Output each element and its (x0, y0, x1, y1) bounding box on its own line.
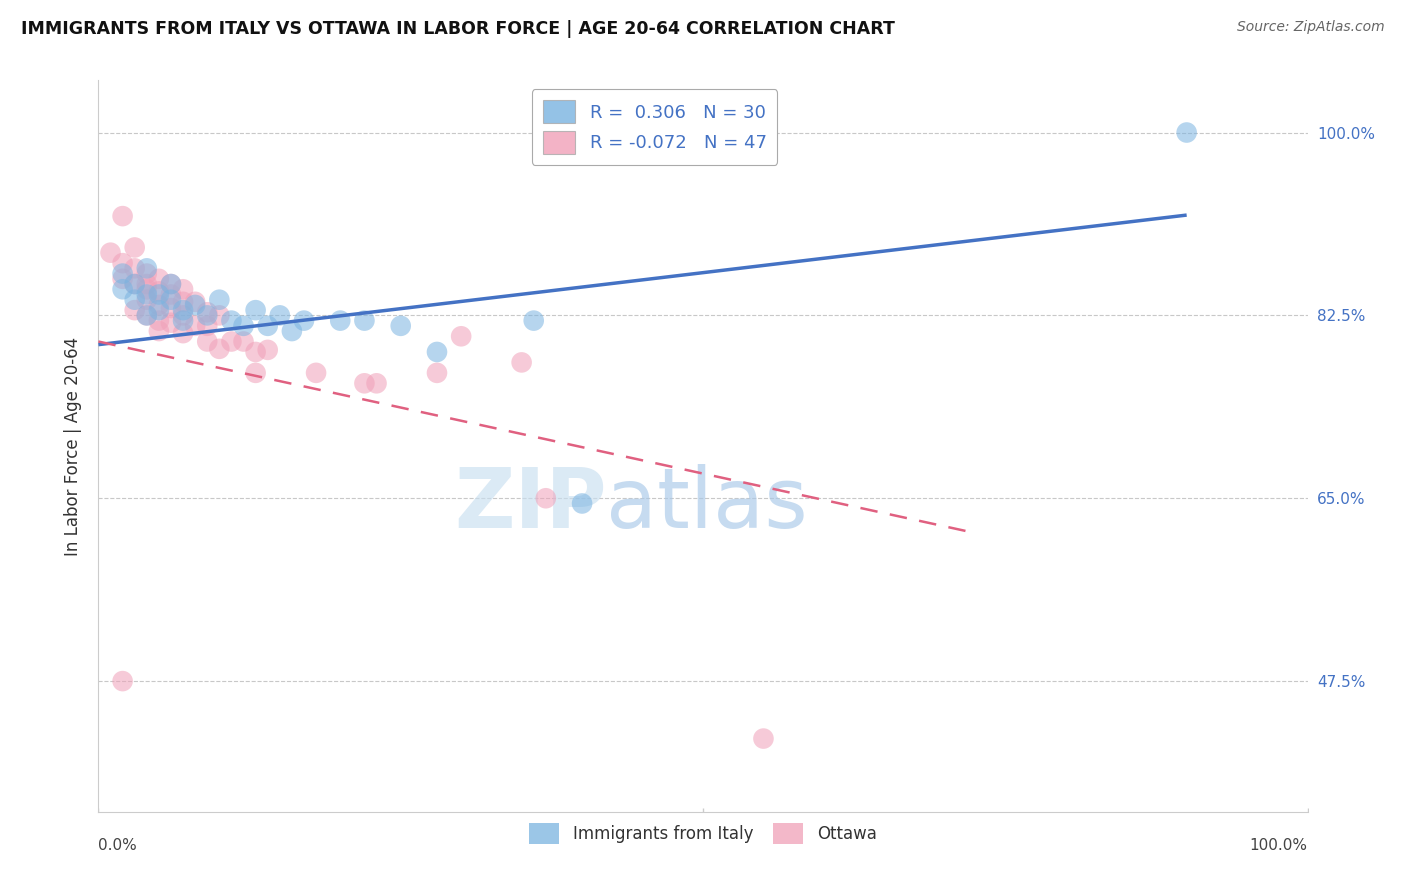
Point (208, 309, 231, 323)
Point (172, 303, 194, 318)
Point (221, 313, 243, 327)
Point (111, 267, 134, 281)
Point (124, 293, 146, 307)
Point (135, 287, 157, 301)
Point (160, 277, 183, 291)
Point (124, 240, 146, 254)
Point (534, 491, 557, 506)
Text: Source: ZipAtlas.com: Source: ZipAtlas.com (1237, 20, 1385, 34)
Point (111, 674, 134, 689)
Point (135, 309, 157, 323)
Y-axis label: In Labor Force | Age 20-64: In Labor Force | Age 20-64 (63, 336, 82, 556)
Point (160, 316, 183, 330)
Point (148, 324, 170, 338)
Point (256, 318, 278, 333)
Point (426, 345, 449, 359)
Point (195, 309, 218, 323)
Point (571, 496, 593, 510)
Point (160, 293, 183, 307)
Point (221, 334, 243, 349)
Point (232, 334, 254, 349)
Point (148, 303, 170, 318)
Point (510, 355, 533, 369)
Point (208, 342, 231, 356)
Point (111, 256, 134, 270)
Point (124, 277, 146, 291)
Point (160, 301, 183, 315)
Point (353, 313, 375, 327)
Text: 100.0%: 100.0% (1250, 838, 1308, 853)
Point (100, 245, 122, 260)
Point (184, 298, 207, 312)
Point (353, 376, 375, 391)
Point (1175, 126, 1198, 140)
Point (752, 731, 775, 746)
Point (135, 277, 157, 291)
Point (195, 305, 218, 319)
Point (292, 313, 315, 327)
Point (124, 261, 146, 276)
Point (523, 313, 546, 327)
Point (135, 309, 157, 323)
Legend: Immigrants from Italy, Ottawa: Immigrants from Italy, Ottawa (523, 816, 883, 851)
Text: atlas: atlas (606, 464, 808, 545)
Text: IMMIGRANTS FROM ITALY VS OTTAWA IN LABOR FORCE | AGE 20-64 CORRELATION CHART: IMMIGRANTS FROM ITALY VS OTTAWA IN LABOR… (21, 20, 896, 37)
Point (172, 326, 194, 340)
Point (172, 309, 194, 323)
Point (172, 294, 194, 309)
Point (148, 272, 170, 286)
Point (111, 272, 134, 286)
Point (450, 329, 472, 343)
Point (245, 345, 267, 359)
Point (135, 261, 157, 276)
Point (245, 303, 267, 318)
Point (111, 209, 134, 223)
Point (366, 376, 388, 391)
Point (329, 313, 352, 327)
Point (148, 298, 170, 312)
Text: 0.0%: 0.0% (98, 838, 138, 853)
Point (135, 293, 157, 307)
Text: ZIP: ZIP (454, 464, 606, 545)
Point (208, 293, 231, 307)
Point (232, 318, 254, 333)
Point (148, 287, 170, 301)
Point (148, 285, 170, 299)
Point (305, 366, 328, 380)
Point (184, 294, 207, 309)
Point (245, 366, 267, 380)
Point (160, 287, 183, 301)
Point (124, 277, 146, 291)
Point (426, 366, 449, 380)
Point (389, 318, 412, 333)
Point (111, 282, 134, 296)
Point (172, 282, 194, 296)
Point (281, 324, 304, 338)
Point (269, 309, 291, 323)
Point (184, 318, 207, 333)
Point (135, 267, 157, 281)
Point (124, 303, 146, 318)
Point (160, 277, 183, 291)
Point (172, 313, 194, 327)
Point (148, 313, 170, 327)
Point (135, 282, 157, 296)
Point (195, 334, 218, 349)
Point (195, 318, 218, 333)
Point (256, 343, 278, 357)
